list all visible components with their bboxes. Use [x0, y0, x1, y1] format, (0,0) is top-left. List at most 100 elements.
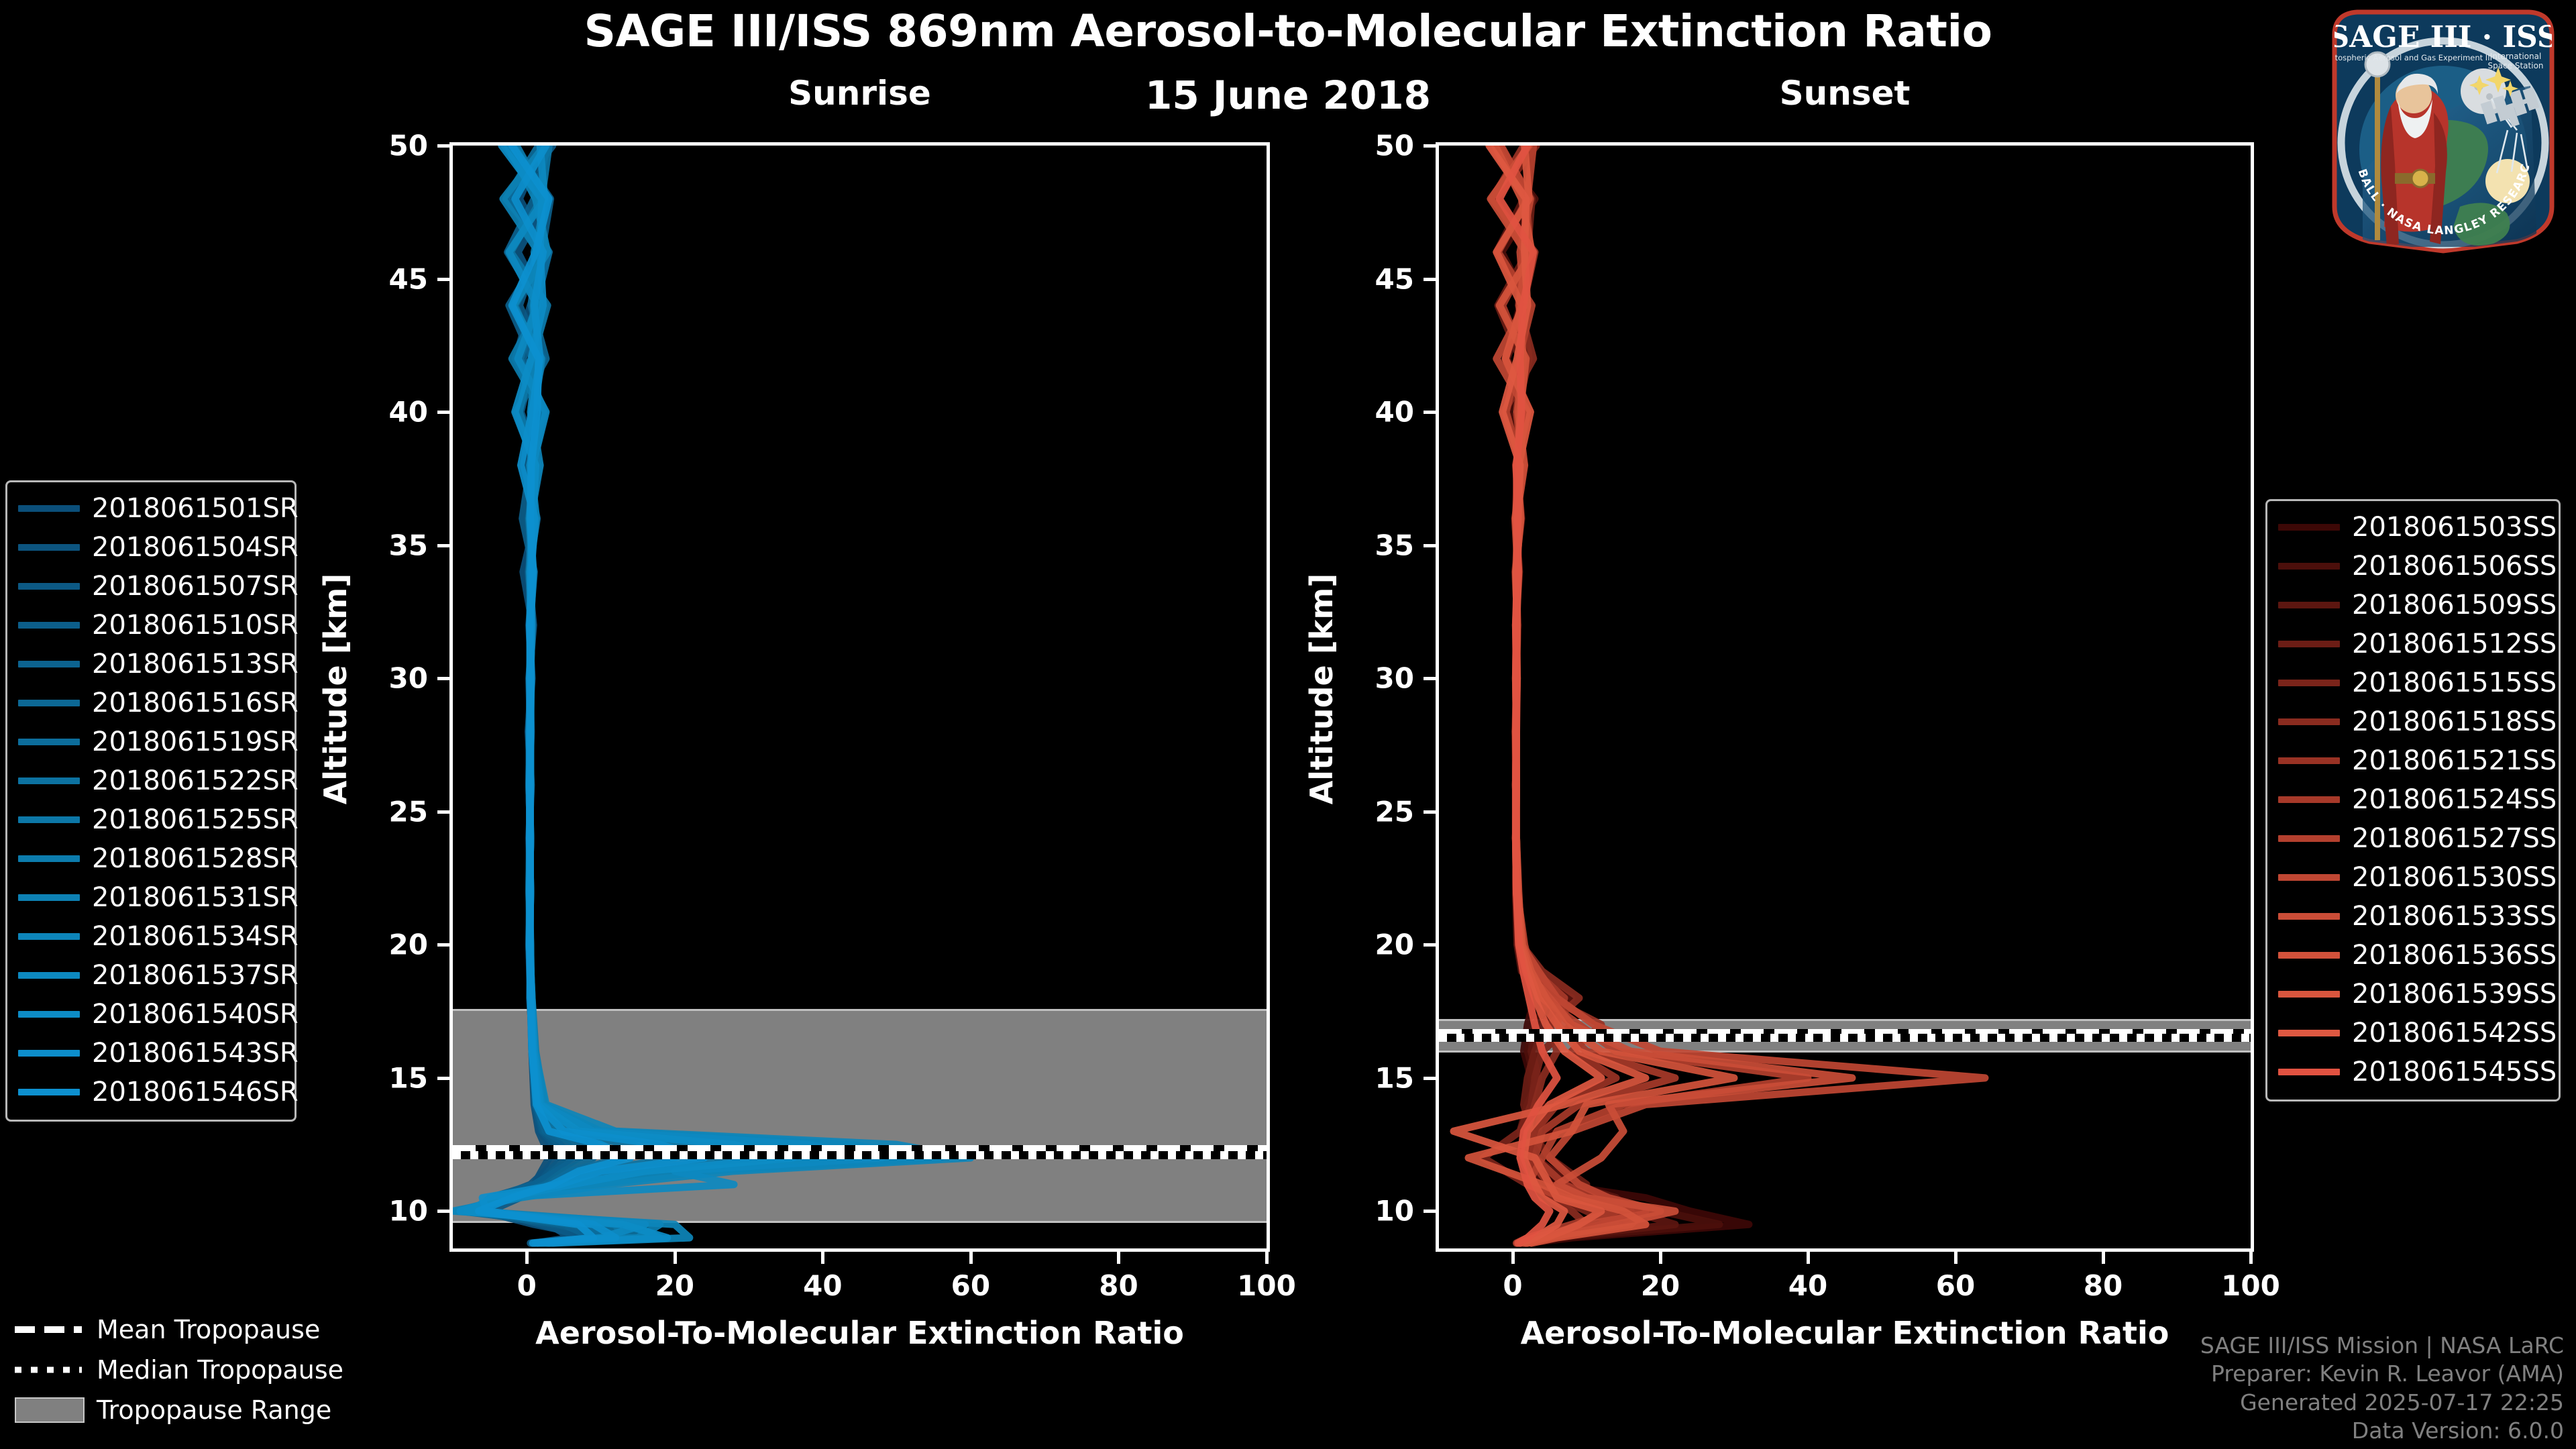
x-axis-label-left: Aerosol-To-Molecular Extinction Ratio — [535, 1315, 1184, 1351]
legend-entry-sunset-label: 2018061527SS — [2352, 823, 2557, 854]
x-tick-label: 100 — [2221, 1269, 2280, 1302]
series-color-swatch-icon — [2278, 757, 2340, 764]
legend-entry-sunrise-item[interactable]: 2018061546SR — [18, 1073, 299, 1112]
series-color-swatch-icon — [18, 777, 80, 784]
series-color-swatch-icon — [18, 583, 80, 590]
legend-entry-sunset-item[interactable]: 2018061509SS — [2278, 586, 2557, 625]
legend-entry-sunrise-label: 2018061501SR — [92, 493, 299, 524]
x-tick-mark — [673, 1252, 677, 1264]
x-tick-mark — [2102, 1252, 2105, 1264]
legend-entry-sunrise-item[interactable]: 2018061540SR — [18, 995, 299, 1034]
legend-entry-sunset-label: 2018061506SS — [2352, 551, 2557, 582]
legend-entry-sunrise-item[interactable]: 2018061513SR — [18, 645, 299, 684]
x-tick-label: 0 — [1503, 1269, 1523, 1302]
y-tick-mark — [437, 543, 449, 547]
legend-entry-sunset-item[interactable]: 2018061542SS — [2278, 1014, 2557, 1053]
y-tick-mark — [1424, 411, 1436, 415]
legend-entry-sunset-item[interactable]: 2018061518SS — [2278, 702, 2557, 741]
y-tick-label: 50 — [388, 129, 428, 162]
plot-area-sunrise[interactable] — [449, 142, 1270, 1252]
y-tick-mark — [1424, 943, 1436, 947]
legend-entry-sunset-item[interactable]: 2018061533SS — [2278, 897, 2557, 936]
y-tick-label: 20 — [388, 928, 428, 961]
legend-entry-sunset-label: 2018061515SS — [2352, 667, 2557, 698]
legend-entry-sunset-item[interactable]: 2018061536SS — [2278, 936, 2557, 975]
svg-text:Space Station: Space Station — [2487, 61, 2543, 70]
legend-entry-sunrise-item[interactable]: 2018061516SR — [18, 684, 299, 722]
legend-entry-sunrise-item[interactable]: 2018061543SR — [18, 1034, 299, 1073]
legend-entry-sunset-label: 2018061521SS — [2352, 745, 2557, 776]
legend-item-median-tropopause: Median Tropopause — [15, 1350, 390, 1390]
legend-entry-sunrise-label: 2018061510SR — [92, 610, 299, 641]
dotted-line-icon — [15, 1360, 82, 1380]
legend-entry-sunrise-item[interactable]: 2018061501SR — [18, 489, 299, 528]
legend-entry-sunset-item[interactable]: 2018061503SS — [2278, 508, 2557, 547]
x-tick-label: 60 — [951, 1269, 991, 1302]
series-color-swatch-icon — [2278, 835, 2340, 842]
legend-sunrise[interactable]: 2018061501SR 2018061504SR 2018061507SR 2018… — [5, 480, 299, 1122]
svg-text:Stratospheric Aerosol and Gas: Stratospheric Aerosol and Gas Experiment… — [2319, 53, 2492, 62]
series-color-swatch-icon — [18, 1089, 80, 1095]
series-color-swatch-icon — [18, 622, 80, 629]
series-color-swatch-icon — [2278, 796, 2340, 803]
series-line — [1493, 146, 1989, 1247]
svg-text:International: International — [2490, 52, 2542, 61]
plot-area-sunset[interactable] — [1436, 142, 2254, 1252]
legend-entry-sunrise-item[interactable]: 2018061510SR — [18, 606, 299, 645]
y-tick-mark — [437, 1076, 449, 1080]
series-traces — [453, 146, 975, 1247]
series-color-swatch-icon — [18, 972, 80, 979]
legend-entry-sunset-item[interactable]: 2018061545SS — [2278, 1053, 2557, 1091]
y-tick-label: 40 — [1375, 395, 1414, 429]
series-color-swatch-icon — [2278, 718, 2340, 725]
dashed-line-icon — [15, 1320, 82, 1340]
legend-entry-sunset-item[interactable]: 2018061515SS — [2278, 663, 2557, 702]
legend-entry-sunrise-label: 2018061507SR — [92, 571, 299, 602]
legend-entry-sunset-label: 2018061545SS — [2352, 1057, 2557, 1087]
y-tick-mark — [1424, 810, 1436, 814]
series-line — [1495, 146, 1561, 1247]
series-traces — [1450, 146, 1989, 1247]
x-tick-label: 80 — [2083, 1269, 2123, 1302]
y-tick-mark — [437, 277, 449, 281]
y-tick-mark — [437, 144, 449, 148]
legend-entry-sunrise-item[interactable]: 2018061507SR — [18, 567, 299, 606]
legend-entry-sunrise-item[interactable]: 2018061504SR — [18, 528, 299, 567]
y-tick-label: 50 — [1375, 129, 1414, 162]
legend-entry-sunrise-item[interactable]: 2018061528SR — [18, 839, 299, 878]
legend-entry-sunset-item[interactable]: 2018061521SS — [2278, 741, 2557, 780]
legend-entry-sunset-label: 2018061512SS — [2352, 629, 2557, 659]
legend-entry-sunrise-item[interactable]: 2018061522SR — [18, 761, 299, 800]
legend-entry-sunrise-item[interactable]: 2018061519SR — [18, 722, 299, 761]
series-color-swatch-icon — [18, 739, 80, 745]
credit-generated: Generated 2025-07-17 22:25 — [2240, 1389, 2564, 1415]
legend-entry-sunrise-item[interactable]: 2018061531SR — [18, 878, 299, 917]
legend-entry-sunset-item[interactable]: 2018061524SS — [2278, 780, 2557, 819]
legend-entry-sunrise-label: 2018061534SR — [92, 921, 299, 952]
legend-entry-sunset-item[interactable]: 2018061527SS — [2278, 819, 2557, 858]
legend-entry-sunset-item[interactable]: 2018061512SS — [2278, 625, 2557, 663]
legend-sunset[interactable]: 2018061503SS 2018061506SS 2018061509SS 2018… — [2265, 499, 2561, 1102]
legend-entry-sunset-label: 2018061539SS — [2352, 979, 2557, 1010]
mean-tropopause-label: Mean Tropopause — [97, 1315, 321, 1344]
y-tick-label: 40 — [388, 395, 428, 429]
tropopause-legend: Mean Tropopause Median Tropopause Tropop… — [15, 1309, 390, 1430]
panel-title-sunset: Sunset — [1779, 74, 1911, 113]
y-tick-label: 45 — [1375, 262, 1414, 296]
legend-entry-sunset-item[interactable]: 2018061506SS — [2278, 547, 2557, 586]
legend-entry-sunset-item[interactable]: 2018061539SS — [2278, 975, 2557, 1014]
median-tropopause-line — [453, 1151, 1267, 1159]
legend-entry-sunrise-label: 2018061522SR — [92, 765, 299, 796]
series-line — [460, 146, 679, 1247]
legend-entry-sunrise-item[interactable]: 2018061525SR — [18, 800, 299, 839]
series-color-swatch-icon — [18, 505, 80, 512]
legend-entry-sunrise-item[interactable]: 2018061534SR — [18, 917, 299, 956]
x-tick-label: 40 — [1788, 1269, 1828, 1302]
legend-entry-sunrise-item[interactable]: 2018061537SR — [18, 956, 299, 995]
credit-mission: SAGE III/ISS Mission | NASA LaRC — [2200, 1332, 2564, 1359]
x-tick-label: 20 — [655, 1269, 695, 1302]
legend-entry-sunset-label: 2018061536SS — [2352, 940, 2557, 971]
legend-entry-sunset-item[interactable]: 2018061530SS — [2278, 858, 2557, 897]
legend-entry-sunset-label: 2018061503SS — [2352, 512, 2557, 543]
legend-entry-sunrise-label: 2018061537SR — [92, 960, 299, 991]
